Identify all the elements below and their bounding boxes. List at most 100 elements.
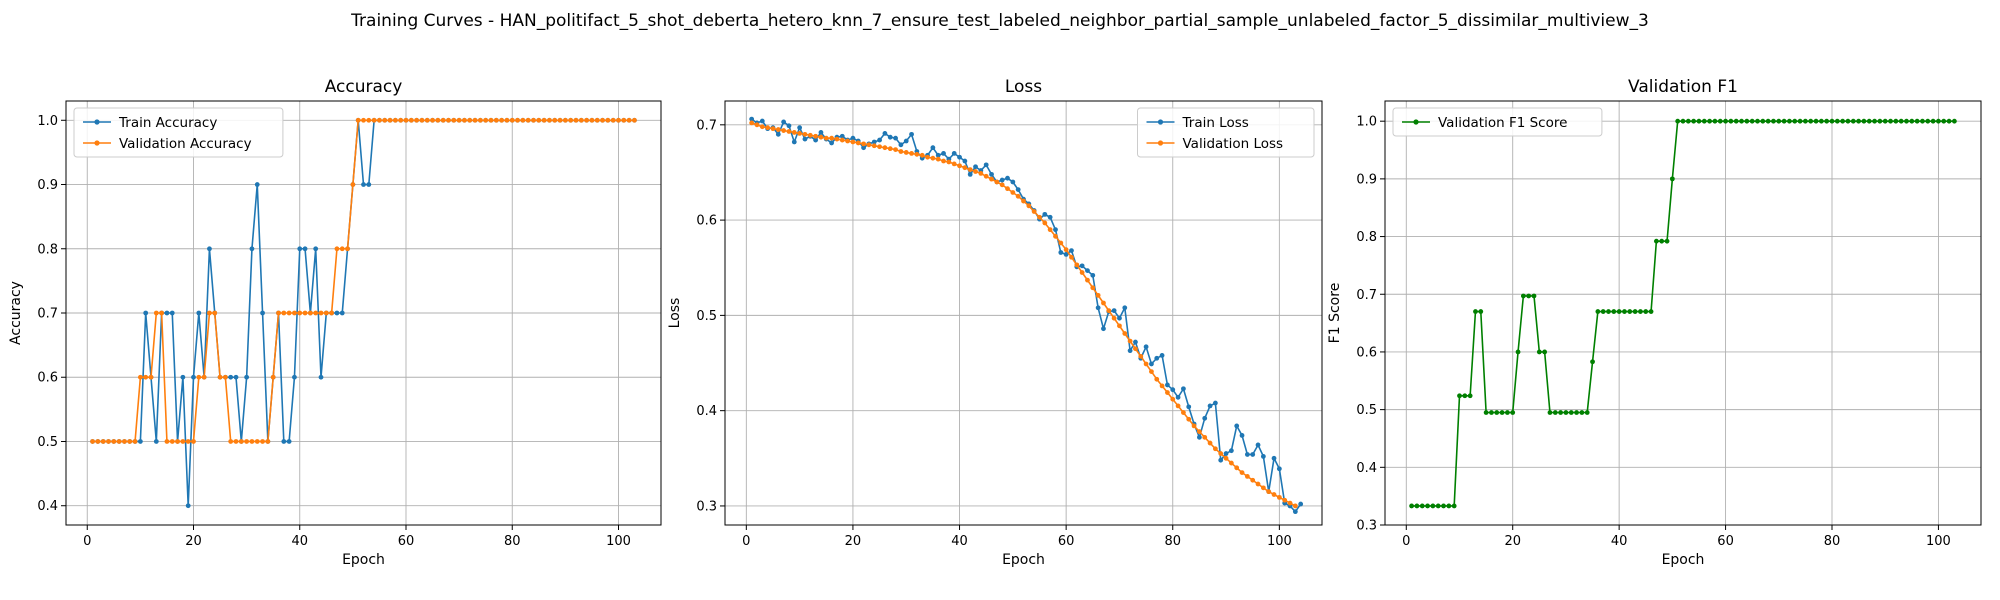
data-point — [1749, 118, 1755, 124]
data-point — [1632, 309, 1638, 314]
data-point — [893, 135, 898, 141]
data-point — [1292, 503, 1298, 509]
data-point — [143, 310, 149, 316]
data-point — [212, 310, 218, 316]
data-point — [1191, 423, 1197, 429]
data-point — [1818, 118, 1824, 124]
data-point — [509, 117, 515, 123]
data-point — [1143, 361, 1149, 367]
data-point — [217, 374, 223, 380]
data-point — [983, 162, 989, 168]
data-point — [164, 439, 170, 444]
data-point — [196, 310, 202, 316]
data-point — [898, 149, 904, 154]
data-point — [1250, 477, 1256, 483]
data-point — [802, 131, 808, 137]
data-point — [355, 117, 361, 123]
data-point — [377, 117, 382, 123]
data-point — [270, 374, 276, 380]
data-point — [1781, 118, 1787, 124]
data-point — [1276, 466, 1282, 472]
data-point — [1489, 410, 1494, 415]
data-point — [1101, 326, 1106, 332]
data-point — [1834, 118, 1840, 124]
data-point — [610, 117, 616, 123]
data-point — [823, 135, 829, 141]
data-point — [132, 439, 138, 444]
x-tick-label: 100 — [1267, 534, 1292, 549]
data-point — [1850, 118, 1856, 124]
y-tick-label: 0.5 — [696, 309, 717, 324]
data-point — [941, 151, 946, 156]
data-point — [233, 374, 239, 380]
data-point — [1755, 118, 1760, 124]
data-point — [1069, 254, 1074, 260]
data-point — [786, 123, 792, 129]
data-point — [903, 150, 909, 155]
legend: Train Loss Validation Loss — [1137, 107, 1315, 158]
data-point — [957, 163, 962, 169]
legend-marker — [94, 140, 100, 146]
legend: Validation F1 Score — [1392, 107, 1603, 137]
data-point — [946, 159, 952, 165]
panel-accuracy: 0 20 40 60 80 100 0.4 0.5 0.6 0.7 0.8 0.9 1.0 Accurac… — [8, 77, 662, 568]
data-point — [382, 117, 388, 123]
x-tick-label: 0 — [83, 534, 91, 549]
data-point — [180, 374, 186, 380]
data-point — [254, 439, 260, 444]
data-point — [1010, 190, 1016, 195]
data-point — [106, 439, 111, 444]
data-point — [1159, 353, 1165, 358]
data-point — [989, 171, 994, 177]
data-point — [813, 133, 819, 139]
y-tick-label: 0.8 — [1356, 230, 1377, 245]
data-point — [1653, 238, 1659, 244]
data-point — [935, 152, 941, 158]
data-point — [1170, 396, 1176, 402]
panel-validation-f1: 0 20 40 60 80 100 0.3 0.4 0.5 0.6 0.7 0.8 0.9 1.0 Vali… — [1327, 77, 1982, 568]
data-point — [1111, 308, 1117, 314]
data-point — [941, 158, 946, 164]
data-point — [871, 139, 877, 145]
data-point — [1882, 118, 1888, 124]
data-point — [1244, 474, 1250, 479]
data-point — [1292, 509, 1298, 515]
data-point — [1223, 455, 1229, 461]
data-point — [781, 128, 787, 133]
data-point — [1218, 451, 1224, 456]
data-point — [1936, 118, 1941, 124]
data-point — [1611, 309, 1617, 314]
data-point — [329, 310, 335, 316]
x-tick-label: 20 — [185, 534, 202, 549]
data-point — [520, 117, 526, 123]
data-point — [765, 125, 771, 131]
data-point — [1074, 262, 1080, 268]
data-point — [249, 439, 255, 444]
data-point — [1197, 434, 1202, 440]
data-point — [318, 310, 324, 316]
data-point — [318, 374, 324, 380]
x-tick-label: 60 — [398, 534, 415, 549]
data-point — [281, 439, 287, 444]
data-point — [175, 439, 180, 444]
data-point — [1063, 247, 1069, 253]
data-point — [222, 374, 228, 380]
data-point — [536, 117, 542, 123]
data-point — [1015, 187, 1021, 193]
data-point — [1435, 503, 1441, 509]
x-axis-label: Epoch — [342, 552, 385, 568]
data-point — [951, 161, 957, 167]
data-point — [930, 145, 936, 151]
data-point — [999, 182, 1005, 188]
data-point — [775, 127, 781, 132]
data-point — [1425, 503, 1430, 509]
data-point — [1574, 410, 1579, 415]
data-point — [1627, 309, 1633, 314]
data-point — [626, 117, 632, 123]
data-point — [594, 117, 600, 123]
data-point — [1223, 451, 1229, 456]
data-point — [930, 155, 936, 161]
data-point — [1202, 415, 1208, 421]
x-tick-label: 40 — [291, 534, 308, 549]
